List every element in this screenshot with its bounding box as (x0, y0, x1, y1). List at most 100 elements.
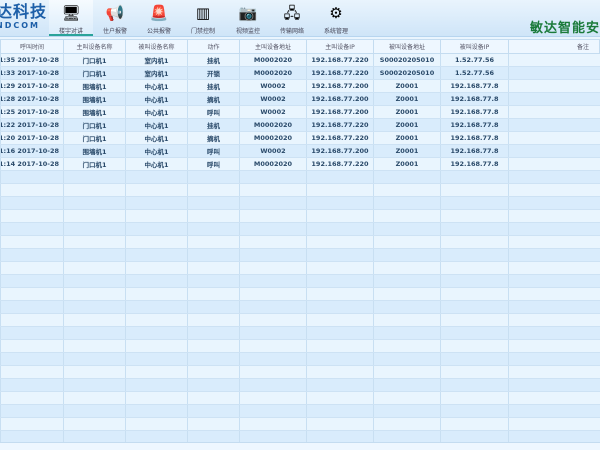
table-row[interactable]: 2017-10-28 21:51:35门口机1室内机1挂机M0002020192… (0, 53, 600, 67)
table-cell (239, 339, 307, 353)
table-cell (306, 222, 374, 236)
table-row[interactable] (0, 326, 600, 340)
table-cell (373, 430, 441, 444)
table-cell (440, 261, 509, 275)
table-row[interactable] (0, 170, 600, 184)
table-cell (0, 170, 64, 184)
column-header[interactable]: 备注 (508, 39, 600, 54)
table-row[interactable] (0, 404, 600, 418)
table-cell (187, 300, 240, 314)
table-row[interactable] (0, 261, 600, 275)
table-row[interactable]: 2017-10-28 21:51:25围墙机1中心机1呼叫W0002192.16… (0, 105, 600, 119)
nav-tab-2[interactable]: 🚨 公共报警 (137, 0, 181, 36)
table-row[interactable]: 2017-10-28 21:51:28围墙机1中心机1摘机W0002192.16… (0, 92, 600, 106)
logo: 达科技 NDCOM (0, 3, 47, 31)
table-cell (125, 378, 188, 392)
table-row[interactable] (0, 313, 600, 327)
table-row[interactable] (0, 209, 600, 223)
table-cell (125, 326, 188, 340)
table-row[interactable] (0, 274, 600, 288)
top-toolbar: 达科技 NDCOM 🖥 楼宇对讲 📢 住户报警 🚨 公共报警 ▥ 门禁控制 📷 视频监控 🖧 传输网络… (0, 0, 600, 37)
table-cell: 呼叫 (187, 105, 240, 119)
nav-tab-6[interactable]: ⚙ 系统管理 (314, 0, 358, 36)
table-cell (373, 261, 441, 275)
table-row[interactable]: 2017-10-28 21:51:20门口机1中心机1摘机M0002020192… (0, 131, 600, 145)
column-header[interactable]: 主叫设备地址 (239, 39, 307, 54)
table-row[interactable] (0, 300, 600, 314)
table-cell: 2017-10-28 21:51:29 (0, 79, 64, 93)
table-cell (508, 352, 600, 366)
table-cell (125, 248, 188, 262)
table-cell (440, 378, 509, 392)
table-cell: 围墙机1 (63, 79, 126, 93)
nav-tab-0[interactable]: 🖥 楼宇对讲 (49, 0, 93, 36)
table-row[interactable] (0, 248, 600, 262)
table-cell (306, 287, 374, 301)
table-cell (63, 417, 126, 431)
table-row[interactable] (0, 352, 600, 366)
table-cell (125, 183, 188, 197)
table-row[interactable] (0, 183, 600, 197)
table-row[interactable] (0, 222, 600, 236)
column-header[interactable]: 被叫设备地址 (373, 39, 441, 54)
column-header[interactable]: 被叫设备IP (440, 39, 509, 54)
table-cell (239, 352, 307, 366)
column-header[interactable]: 主叫设备IP (306, 39, 374, 54)
column-header[interactable]: 呼叫时间 (0, 39, 64, 54)
table-cell (187, 248, 240, 262)
table-cell: 中心机1 (125, 157, 188, 171)
column-header[interactable]: 动作 (187, 39, 240, 54)
table-row[interactable] (0, 235, 600, 249)
nav-tab-5[interactable]: 🖧 传输网络 (270, 0, 314, 36)
table-cell (440, 222, 509, 236)
table-cell: 门口机1 (63, 118, 126, 132)
table-cell (63, 391, 126, 405)
table-cell (306, 365, 374, 379)
table-cell (125, 196, 188, 210)
table-cell (63, 300, 126, 314)
table-cell: 2017-10-28 21:51:14 (0, 157, 64, 171)
table-row[interactable] (0, 378, 600, 392)
table-row[interactable]: 2017-10-28 21:51:22门口机1中心机1挂机M0002020192… (0, 118, 600, 132)
table-cell (306, 391, 374, 405)
table-cell (239, 170, 307, 184)
table-cell (125, 287, 188, 301)
table-cell (440, 183, 509, 197)
table-row[interactable] (0, 196, 600, 210)
table-cell: 192.168.77.200 (306, 79, 374, 93)
alarm-light-icon: 🚨 (149, 4, 169, 22)
table-cell: M0002020 (239, 53, 307, 67)
table-row[interactable]: 2017-10-28 21:51:29围墙机1中心机1挂机W0002192.16… (0, 79, 600, 93)
table-cell (440, 300, 509, 314)
table-row[interactable] (0, 365, 600, 379)
table-cell (373, 339, 441, 353)
table-row[interactable] (0, 430, 600, 444)
table-row[interactable]: 2017-10-28 21:51:16围墙机1中心机1呼叫W0002192.16… (0, 144, 600, 158)
table-cell: 呼叫 (187, 144, 240, 158)
table-row[interactable] (0, 287, 600, 301)
column-header[interactable]: 被叫设备名称 (125, 39, 188, 54)
table-cell (306, 170, 374, 184)
table-cell: 192.168.77.200 (306, 105, 374, 119)
nav-tab-4[interactable]: 📷 视频监控 (226, 0, 270, 36)
table-cell (187, 222, 240, 236)
table-row[interactable]: 2017-10-28 21:51:33门口机1室内机1开锁M0002020192… (0, 66, 600, 80)
column-header[interactable]: 主叫设备名称 (63, 39, 126, 54)
table-row[interactable]: 2017-10-28 21:51:14门口机1中心机1呼叫M0002020192… (0, 157, 600, 171)
table-cell (0, 404, 64, 418)
table-cell (0, 313, 64, 327)
table-cell (508, 391, 600, 405)
table-cell (187, 261, 240, 275)
table-cell: M0002020 (239, 118, 307, 132)
nav-tab-1[interactable]: 📢 住户报警 (93, 0, 137, 36)
table-cell (373, 196, 441, 210)
table-row[interactable] (0, 391, 600, 405)
table-cell: 192.168.77.8 (440, 157, 509, 171)
table-row[interactable] (0, 339, 600, 353)
table-cell (125, 365, 188, 379)
table-row[interactable] (0, 417, 600, 431)
table-cell: 2017-10-28 21:51:33 (0, 66, 64, 80)
table-cell (63, 209, 126, 223)
nav-tab-3[interactable]: ▥ 门禁控制 (181, 0, 225, 36)
horizontal-scrollbar[interactable] (0, 442, 600, 450)
